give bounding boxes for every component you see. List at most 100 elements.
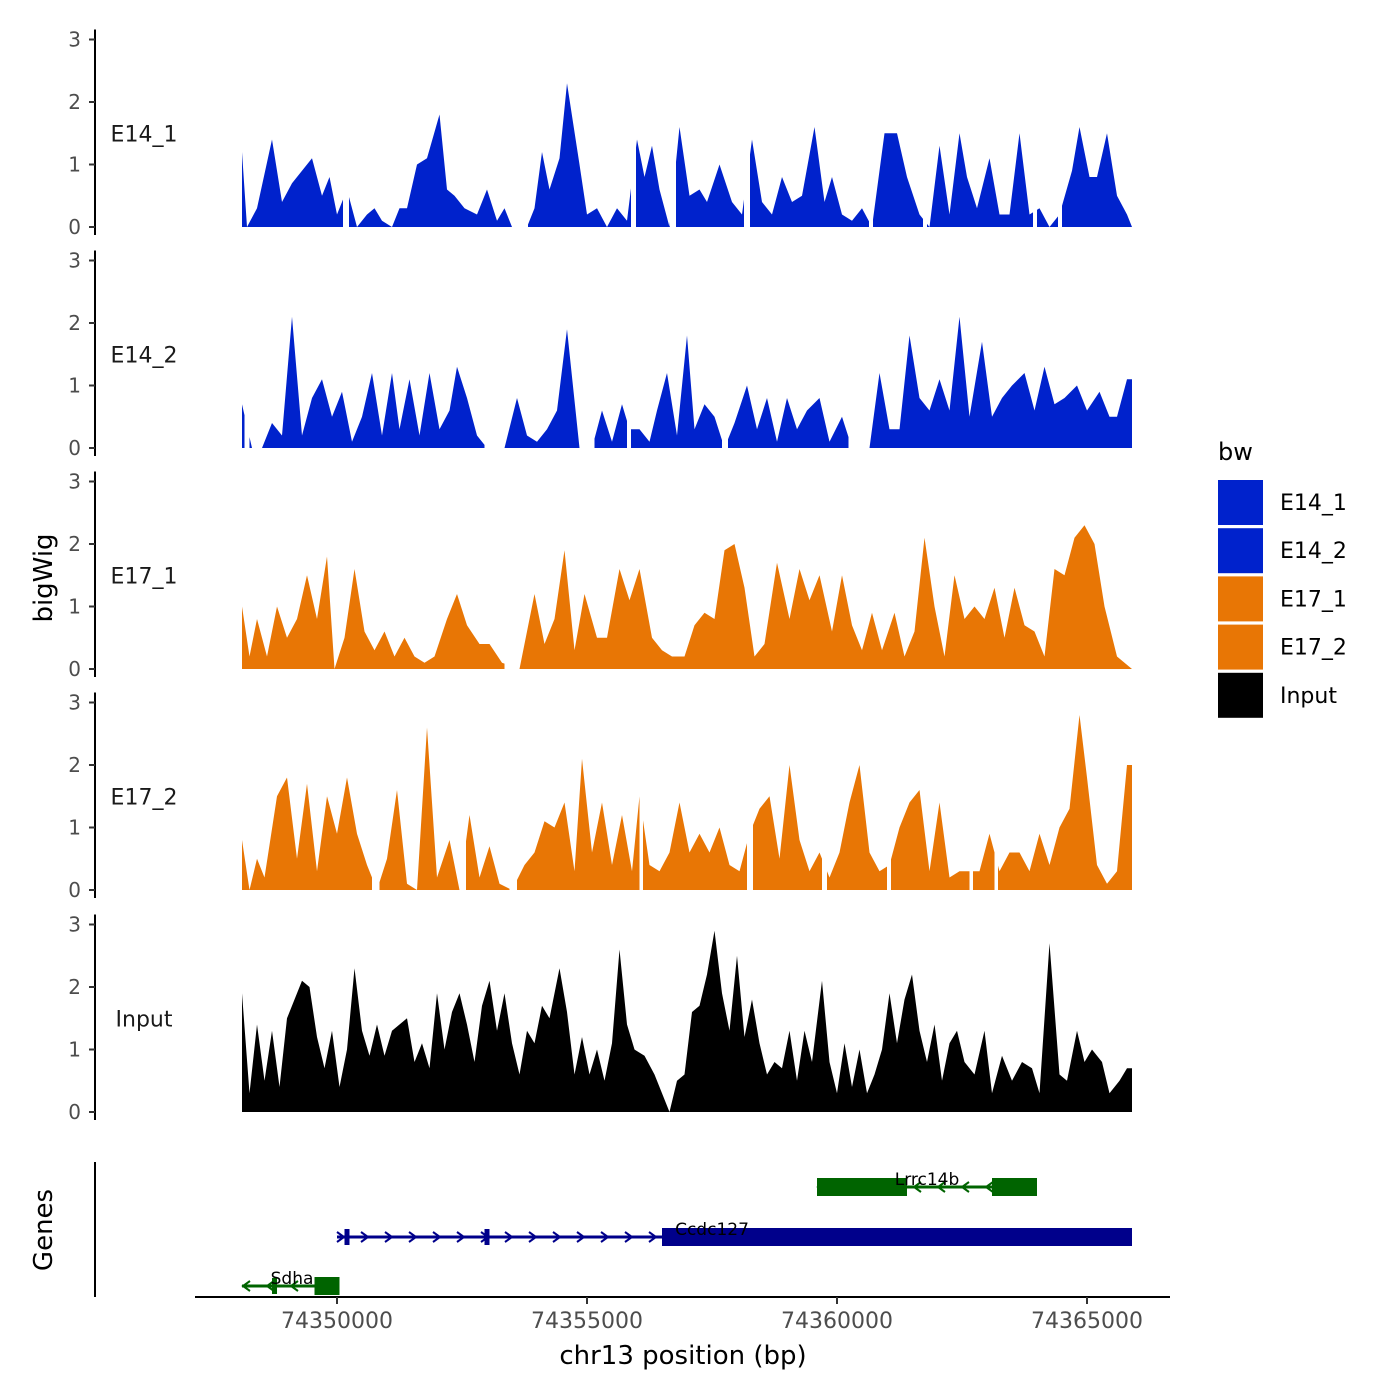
y-tick-label: 3 <box>68 249 81 273</box>
x-axis: 74350000 74355000 74360000 74365000 <box>195 1296 1170 1334</box>
track-E17_1: 0 1 2 3 E17_1 <box>68 470 1132 681</box>
legend-swatch-Input <box>1218 672 1263 718</box>
gene-exon <box>817 1178 907 1196</box>
coverage-gap <box>627 255 631 449</box>
strand-arrow <box>504 1231 514 1243</box>
track-Input: 0 1 2 3 Input <box>68 913 1132 1124</box>
coverage-gap <box>887 697 891 891</box>
y-tick-label: 1 <box>68 1038 81 1062</box>
strand-arrow <box>528 1231 538 1243</box>
strand-arrow <box>265 1280 275 1292</box>
coverage-area-E17_1 <box>242 525 1132 669</box>
strand-arrow <box>936 1181 946 1193</box>
coverage-gap <box>994 697 998 891</box>
gene-exon <box>314 1277 340 1295</box>
track-label: Input <box>116 1007 173 1032</box>
gene-exon <box>344 1229 350 1245</box>
legend-label: E14_2 <box>1280 539 1347 564</box>
coverage-gap <box>639 697 643 891</box>
x-tick-label: 74365000 <box>1031 1309 1143 1334</box>
y-tick-label: 0 <box>68 657 81 681</box>
coverage-gap <box>848 255 860 449</box>
y-tick-label: 0 <box>68 878 81 902</box>
y-tick-label: 1 <box>68 595 81 619</box>
coverage-area-E14_2 <box>242 316 1132 448</box>
track-E14_1: 0 1 2 3 E14_1 <box>68 28 1132 239</box>
legend-swatch-E17_2 <box>1218 624 1263 670</box>
strand-arrow <box>432 1231 442 1243</box>
coverage-gap <box>747 697 753 891</box>
coverage-gap <box>504 476 520 670</box>
legend-label: E14_1 <box>1280 491 1347 516</box>
x-tick-label: 74350000 <box>281 1309 393 1334</box>
coverage-area-E14_1 <box>242 83 1132 227</box>
coverage-gap <box>670 34 676 228</box>
gene-exon <box>662 1228 1132 1246</box>
y-tick-label: 2 <box>68 311 81 335</box>
strand-arrow <box>289 1280 299 1292</box>
coverage-gap <box>969 697 973 891</box>
coverage-gap <box>722 255 728 449</box>
x-axis-title: chr13 position (bp) <box>559 1341 806 1371</box>
strand-arrow <box>600 1231 610 1243</box>
strand-arrow <box>960 1181 970 1193</box>
gene-Ccdc127: Ccdc127 <box>336 1220 1132 1246</box>
coverage-area-Input <box>242 930 1132 1112</box>
coverage-gap <box>744 34 750 228</box>
legend-swatch-E14_2 <box>1218 528 1263 574</box>
coverage-gap <box>517 34 528 228</box>
y-tick-label: 1 <box>68 374 81 398</box>
legend-label: E17_2 <box>1280 636 1347 661</box>
y-axis-title: bigWig <box>29 533 59 622</box>
coverage-gap <box>372 697 380 891</box>
gene-track: Sdha Ccdc127 Lrrc14b <box>94 1162 1132 1297</box>
coverage-gap <box>869 34 873 228</box>
strand-arrow <box>408 1231 418 1243</box>
track-label: E14_1 <box>111 122 178 147</box>
legend-title: bw <box>1218 438 1253 466</box>
gene-exon <box>992 1178 1037 1196</box>
track-E14_2: 0 1 2 3 E14_2 <box>68 249 1132 460</box>
y-tick-label: 0 <box>68 436 81 460</box>
coverage-tracks: 0 1 2 3 E14_1 0 1 2 3 E14_2 0 1 2 3 E17_1 0 1 2 3 E17_2 0 1 2 3… <box>68 28 1132 1124</box>
strand-arrow <box>384 1231 394 1243</box>
gene-label: Ccdc127 <box>675 1220 749 1240</box>
gene-label: Lrrc14b <box>895 1170 960 1190</box>
strand-arrow <box>456 1231 466 1243</box>
strand-arrow <box>552 1231 562 1243</box>
gene-label: Sdha <box>271 1269 314 1289</box>
strand-arrow <box>360 1231 370 1243</box>
y-tick-label: 1 <box>68 816 81 840</box>
y-tick-label: 2 <box>68 532 81 556</box>
gene-Sdha: Sdha <box>241 1269 340 1295</box>
y-tick-label: 2 <box>68 90 81 114</box>
y-tick-label: 3 <box>68 470 81 494</box>
track-label: E14_2 <box>111 343 178 368</box>
legend-label: E17_1 <box>1280 587 1347 612</box>
coverage-gap <box>1058 34 1062 228</box>
track-label: E17_1 <box>111 564 178 589</box>
coverage-area-E17_2 <box>242 715 1132 890</box>
coverage-gap <box>587 255 595 449</box>
legend-label: Input <box>1280 684 1337 709</box>
strand-arrow <box>336 1231 346 1243</box>
coverage-gap <box>631 34 636 228</box>
strand-arrow <box>912 1181 922 1193</box>
y-tick-label: 3 <box>68 28 81 52</box>
track-E17_2: 0 1 2 3 E17_2 <box>68 691 1132 902</box>
coverage-gap <box>1033 34 1037 228</box>
coverage-gap <box>509 697 517 891</box>
legend-swatch-E17_1 <box>1218 576 1263 622</box>
strand-arrow <box>624 1231 634 1243</box>
x-tick-label: 74355000 <box>531 1309 643 1334</box>
genes-axis-title: Genes <box>29 1189 59 1271</box>
legend-swatch-E14_1 <box>1218 480 1263 525</box>
strand-arrow <box>984 1181 994 1193</box>
y-tick-label: 3 <box>68 913 81 937</box>
strand-arrow <box>241 1280 251 1292</box>
legend: bw E14_1 E14_2 E17_1 E17_2 Input <box>1218 438 1347 718</box>
coverage-gap <box>459 697 466 891</box>
strand-arrow <box>648 1231 658 1243</box>
gene-exon <box>484 1229 490 1245</box>
